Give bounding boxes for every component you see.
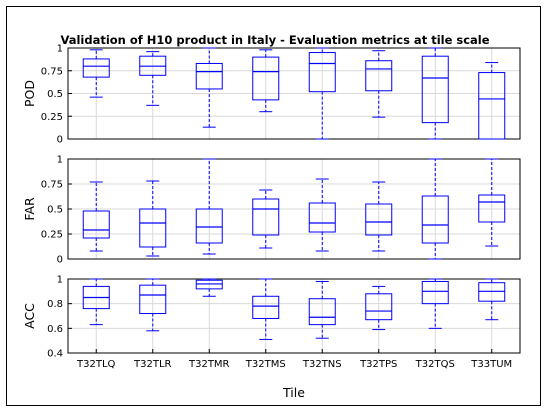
x-tick-label: T32TNS bbox=[302, 359, 342, 370]
figure-frame bbox=[6, 6, 541, 406]
box-iqr bbox=[82, 58, 110, 78]
y-tick-label: 1 bbox=[57, 44, 63, 55]
box-iqr bbox=[365, 60, 393, 92]
y-tick-label: 0.5 bbox=[47, 205, 63, 216]
y-axis-label: FAR bbox=[22, 197, 37, 221]
y-tick-label: 1 bbox=[57, 155, 63, 166]
x-tick-label: T32TQS bbox=[415, 359, 455, 370]
box-iqr bbox=[365, 203, 393, 236]
box-iqr bbox=[195, 62, 223, 90]
panel-frame bbox=[67, 278, 521, 354]
box-iqr bbox=[308, 52, 336, 93]
box-iqr bbox=[82, 210, 110, 239]
y-tick-label: 0 bbox=[57, 255, 63, 266]
box-iqr bbox=[421, 280, 449, 305]
y-tick-label: 0.4 bbox=[47, 349, 63, 360]
x-tick-label: T32TLQ bbox=[76, 359, 116, 370]
box-iqr bbox=[252, 295, 280, 319]
y-axis-label: ACC bbox=[22, 303, 37, 329]
y-tick-label: 0.8 bbox=[47, 299, 63, 310]
box-iqr bbox=[421, 195, 449, 244]
y-tick-label: 0.6 bbox=[47, 324, 63, 335]
box-iqr bbox=[308, 298, 336, 326]
y-tick-label: 0.75 bbox=[41, 180, 63, 191]
y-tick-label: 0.25 bbox=[41, 112, 63, 123]
x-axis-label: Tile bbox=[282, 385, 305, 400]
box-iqr bbox=[139, 208, 167, 248]
x-tick-label: T33TUM bbox=[470, 359, 512, 370]
chart-title: Validation of H10 product in Italy - Eva… bbox=[60, 33, 489, 47]
box-iqr bbox=[478, 194, 506, 223]
box-iqr bbox=[252, 198, 280, 236]
box-iqr bbox=[478, 282, 506, 302]
y-tick-label: 0.75 bbox=[41, 66, 63, 77]
box-iqr bbox=[195, 279, 223, 290]
x-tick-label: T32TLR bbox=[133, 359, 172, 370]
y-axis-label: POD bbox=[22, 80, 37, 107]
y-tick-label: 1 bbox=[57, 275, 63, 286]
y-tick-label: 0.25 bbox=[41, 230, 63, 241]
x-tick-label: T32TMR bbox=[188, 359, 230, 370]
box-iqr bbox=[421, 55, 449, 124]
box-iqr bbox=[308, 202, 336, 233]
x-tick-label: T32TPS bbox=[359, 359, 397, 370]
y-tick-label: 0.5 bbox=[47, 89, 63, 100]
box-iqr bbox=[365, 293, 393, 321]
box-iqr bbox=[478, 72, 506, 140]
box-iqr bbox=[139, 284, 167, 315]
box-iqr bbox=[252, 56, 280, 101]
x-tick-label: T32TMS bbox=[245, 359, 286, 370]
box-iqr bbox=[195, 208, 223, 244]
y-tick-label: 0 bbox=[57, 135, 63, 146]
